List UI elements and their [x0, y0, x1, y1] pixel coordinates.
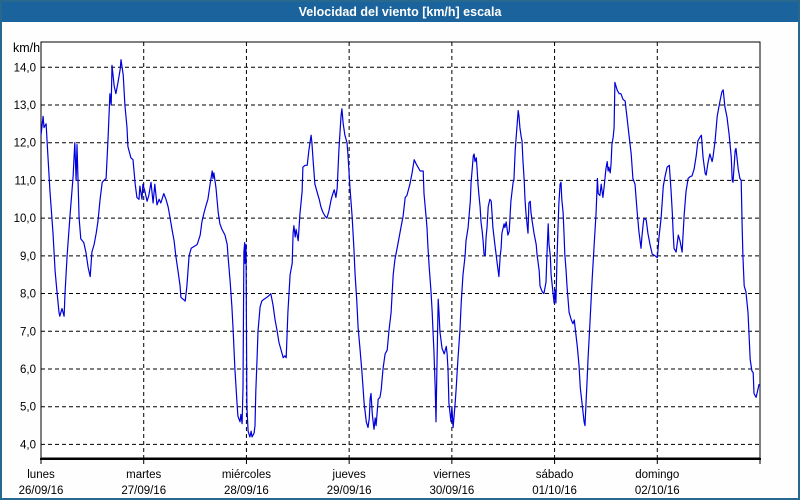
svg-text:8,0: 8,0	[20, 289, 36, 301]
day-date-label: 30/09/16	[429, 485, 474, 497]
svg-text:7,0: 7,0	[20, 326, 36, 338]
window-title: Velocidad del viento [km/h] escala	[299, 5, 503, 19]
svg-text:12,0: 12,0	[14, 138, 36, 150]
y-axis-title: km/h	[13, 41, 40, 55]
wind-speed-line	[40, 59, 760, 438]
svg-text:5,0: 5,0	[20, 402, 36, 414]
svg-text:6,0: 6,0	[20, 364, 36, 376]
y-axis-labels: 14,0 13,0 12,0 11,0 10,0 9,0 8,0 7,0 6,0 5,0 4,0	[14, 62, 36, 451]
day-name-label: lunes	[27, 469, 55, 481]
x-axis-ticks	[40, 460, 761, 464]
day-name-label: domingo	[635, 469, 679, 481]
day-date-label: 27/09/16	[121, 485, 166, 497]
svg-text:13,0: 13,0	[14, 100, 36, 112]
day-date-label: 02/10/16	[635, 485, 680, 497]
day-name-label: jueves	[332, 469, 366, 481]
chart-root: 14,0 13,0 12,0 11,0 10,0 9,0 8,0 7,0 6,0 5,0 4,0 km…	[13, 41, 761, 497]
day-name-label: sábado	[536, 469, 574, 481]
svg-text:14,0: 14,0	[14, 62, 36, 74]
title-bar	[2, 2, 798, 22]
svg-text:9,0: 9,0	[20, 251, 36, 263]
day-date-label: 26/09/16	[19, 485, 64, 497]
svg-text:10,0: 10,0	[14, 213, 36, 225]
day-date-label: 28/09/16	[224, 485, 269, 497]
day-date-label: 01/10/16	[532, 485, 577, 497]
plot-area	[40, 41, 761, 459]
svg-text:4,0: 4,0	[20, 439, 36, 451]
svg-text:11,0: 11,0	[14, 175, 36, 187]
x-axis-labels: lunes 26/09/16 martes 27/09/16 miércoles 28/0…	[19, 469, 680, 497]
day-date-label: 29/09/16	[327, 485, 372, 497]
day-name-label: miércoles	[222, 469, 271, 481]
day-name-label: martes	[126, 469, 161, 481]
day-name-label: viernes	[433, 469, 470, 481]
